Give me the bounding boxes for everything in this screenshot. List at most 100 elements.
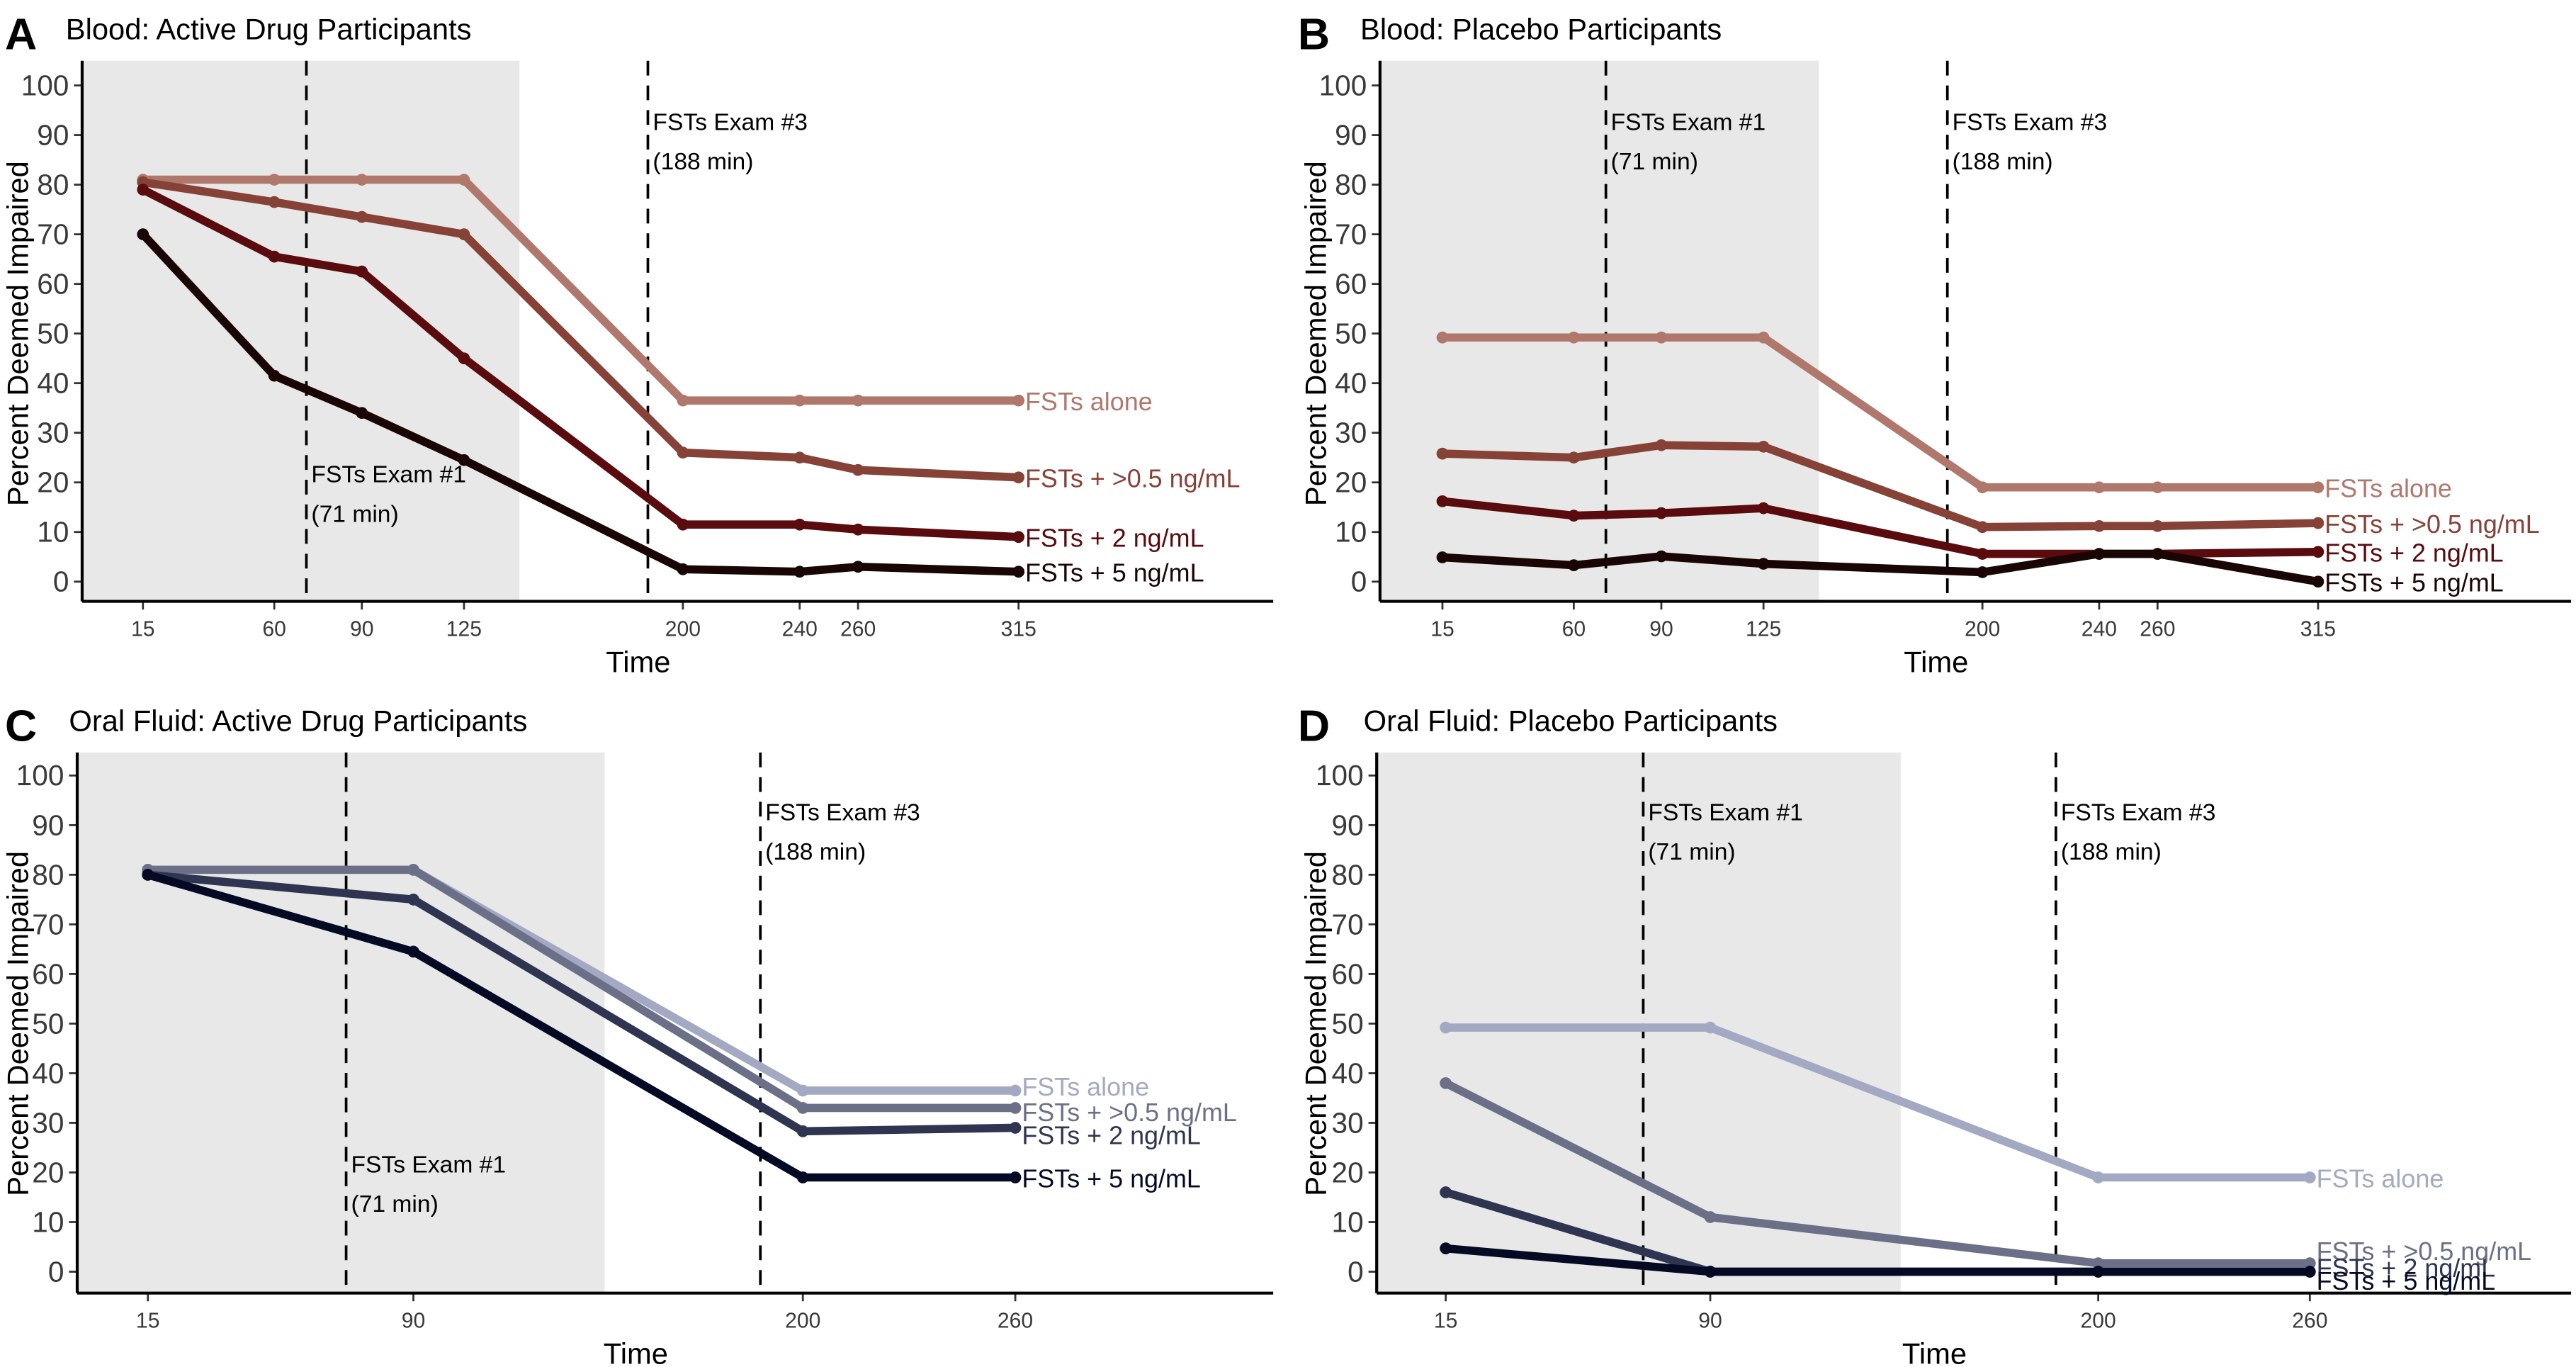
x-tick-label: 260: [840, 617, 876, 641]
x-tick-label: 125: [446, 617, 482, 641]
x-axis-title: Time: [604, 1337, 668, 1367]
series-label: FSTs + >0.5 ng/mL: [1022, 1098, 1237, 1127]
series-label: FSTs + 5 ng/mL: [2324, 568, 2504, 597]
data-point: [356, 407, 368, 420]
exam-annotation: FSTs Exam #3: [2061, 799, 2216, 826]
series-line: [1438, 441, 2322, 531]
data-point: [137, 184, 149, 196]
y-tick-label: 40: [1332, 1057, 1364, 1089]
y-tick-label: 20: [1335, 466, 1367, 499]
y-tick-label: 50: [32, 1007, 64, 1040]
series-fsts-alone: FSTs alone: [1440, 1021, 2444, 1193]
exam-annotation: FSTs Exam #1: [1648, 799, 1803, 826]
y-tick-label: 100: [16, 759, 64, 792]
x-tick-label: 15: [131, 617, 155, 641]
series-label: FSTs + 2 ng/mL: [1022, 1121, 1201, 1150]
data-point: [2151, 519, 2164, 532]
x-tick-label: 90: [1649, 617, 1673, 641]
exam-annotation: FSTs Exam #1: [351, 1152, 507, 1178]
y-tick-label: 40: [32, 1057, 64, 1089]
y-tick-label: 20: [1332, 1156, 1364, 1188]
panel-b: B Blood: Placebo Participants 0 10 20 30 40 50 6…: [1298, 10, 2572, 678]
y-tick-label: 60: [32, 957, 64, 990]
y-tick-label: 90: [32, 809, 64, 841]
y-tick-label: 50: [1332, 1007, 1364, 1040]
data-point: [2092, 1171, 2104, 1183]
x-tick-label: 200: [1965, 617, 2000, 641]
data-point: [1655, 507, 1668, 519]
data-point: [1436, 551, 1449, 563]
data-point: [852, 394, 864, 407]
series-line: [1441, 1244, 2315, 1276]
y-tick-label: 20: [37, 466, 69, 499]
y-tick-label: 80: [32, 858, 64, 891]
y-tick-label: 70: [32, 908, 64, 940]
x-tick-label: 60: [262, 617, 286, 641]
y-tick-label: 10: [37, 516, 69, 549]
data-point: [268, 250, 281, 263]
data-point: [796, 1125, 809, 1137]
x-tick-label: 15: [136, 1309, 160, 1332]
data-point: [1976, 548, 1989, 560]
x-tick-label: 260: [2140, 617, 2175, 641]
data-point: [1757, 331, 1770, 344]
series-line: [143, 870, 1019, 1182]
shaded-absorption-region: [1377, 752, 1901, 1293]
series-fsts-0-5-ng-ml: FSTs + >0.5 ng/mL: [137, 176, 1241, 493]
data-point: [268, 369, 281, 382]
data-point: [2303, 1171, 2316, 1183]
series-line: [143, 865, 1019, 1113]
data-point: [1704, 1021, 1717, 1034]
series-fsts-0-5-ng-ml: FSTs + >0.5 ng/mL: [1436, 439, 2540, 539]
series-fsts-5-ng-ml: FSTs + 5 ng/mL: [1440, 1242, 2495, 1295]
series-line: [138, 185, 1023, 541]
data-point: [1704, 1211, 1717, 1223]
y-tick-label: 70: [1335, 218, 1367, 251]
y-tick-label: 30: [1332, 1106, 1364, 1139]
x-tick-label: 200: [665, 617, 701, 641]
y-tick-label: 80: [1335, 169, 1367, 201]
data-point: [2312, 481, 2324, 494]
data-point: [1568, 559, 1580, 571]
exam-annotation: FSTs Exam #3: [653, 110, 808, 136]
series-label: FSTs + 5 ng/mL: [1022, 1164, 1201, 1193]
series-line: [138, 175, 1023, 405]
x-tick-label: 15: [1434, 1309, 1458, 1332]
panel-title: Oral Fluid: Active Drug Participants: [69, 704, 527, 738]
exam-annotation: (188 min): [653, 149, 753, 175]
x-tick-label: 240: [782, 617, 818, 641]
y-axis-title: Percent Deemed Impaired: [1, 851, 34, 1196]
x-axis-title: Time: [1902, 1337, 1967, 1367]
data-point: [1655, 439, 1668, 451]
x-tick-label: 125: [1746, 617, 1781, 641]
x-axis-title: Time: [606, 645, 670, 678]
data-point: [852, 463, 864, 476]
y-tick-label: 40: [1335, 367, 1367, 400]
series-fsts-5-ng-ml: FSTs + 5 ng/mL: [137, 228, 1204, 587]
data-point: [793, 451, 806, 464]
data-point: [2303, 1257, 2316, 1269]
series-label: FSTs + >0.5 ng/mL: [2317, 1237, 2532, 1266]
data-point: [1976, 521, 1989, 534]
y-tick-label: 30: [1335, 417, 1367, 449]
panel-a: A Blood: Active Drug Participants 0 10 20 30 4…: [1, 10, 1274, 678]
series-label: FSTs + 2 ng/mL: [2317, 1253, 2496, 1282]
shaded-absorption-region: [81, 60, 520, 602]
data-point: [268, 174, 281, 186]
panel-letter: D: [1298, 702, 1330, 751]
y-tick-label: 70: [1332, 908, 1364, 940]
y-tick-label: 50: [37, 317, 69, 350]
data-point: [793, 566, 806, 578]
data-point: [796, 1171, 809, 1183]
y-tick-label: 90: [37, 118, 69, 151]
data-point: [1436, 331, 1449, 344]
data-point: [2093, 548, 2106, 560]
exam-annotation: (71 min): [1648, 839, 1735, 865]
y-tick-label: 60: [1332, 957, 1364, 990]
data-point: [2312, 517, 2324, 529]
y-tick-label: 100: [1316, 759, 1364, 792]
data-point: [137, 228, 149, 240]
data-point: [1009, 1171, 1022, 1183]
data-point: [1009, 1084, 1022, 1097]
y-tick-label: 30: [32, 1106, 64, 1139]
